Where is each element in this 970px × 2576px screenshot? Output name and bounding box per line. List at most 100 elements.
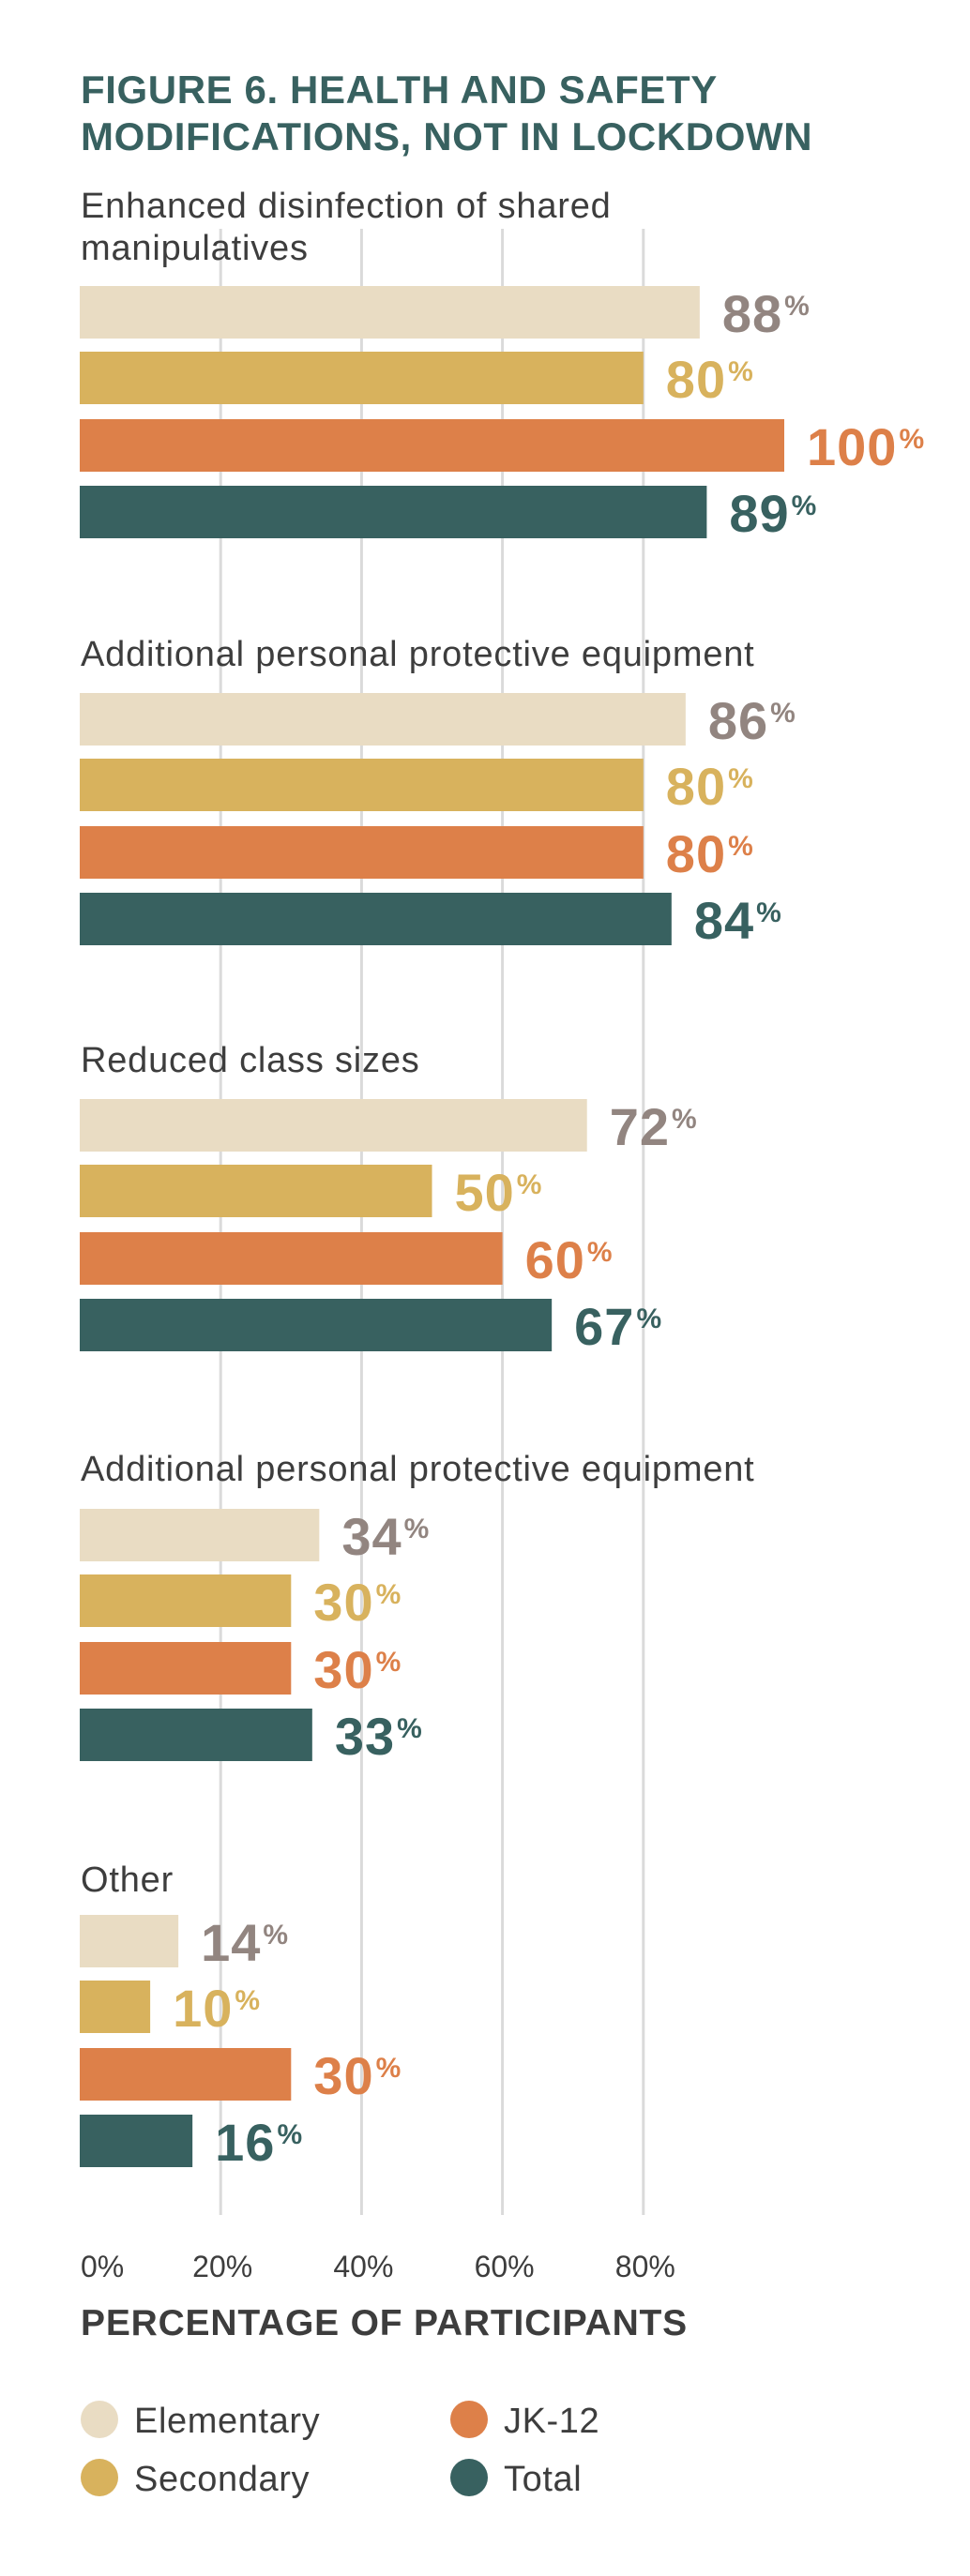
bar-elementary [80, 1509, 320, 1561]
data-label-value: 80 [666, 757, 726, 816]
data-label-percent-sign: % [728, 831, 753, 862]
bar-secondary [80, 759, 644, 811]
data-label-value: 16 [215, 2113, 275, 2172]
data-label-percent-sign: % [376, 2053, 402, 2084]
legend-label: Secondary [134, 2460, 310, 2499]
legend-label: Total [504, 2460, 582, 2499]
chart-title: FIGURE 6. HEALTH AND SAFETY MODIFICATION… [81, 68, 812, 158]
data-label-percent-sign: % [784, 291, 810, 322]
data-label: 14% [201, 1913, 288, 1972]
bar-elementary [80, 693, 686, 746]
data-label-percent-sign: % [899, 424, 924, 455]
bar-total [80, 1299, 553, 1351]
data-label: 10% [173, 1979, 260, 2038]
x-tick-label: 0% [81, 2250, 124, 2283]
data-label-percent-sign: % [728, 356, 753, 387]
bar-jk-12 [80, 1642, 292, 1695]
legend-item: JK-12 [450, 2401, 599, 2441]
chart-title-line-2: MODIFICATIONS, NOT IN LOCKDOWN [81, 114, 812, 158]
legend-swatch-icon [450, 2401, 488, 2438]
legend-swatch-icon [450, 2459, 488, 2496]
data-label-percent-sign: % [672, 1104, 697, 1135]
data-label: 88% [722, 284, 810, 343]
data-label: 80% [666, 824, 753, 883]
data-label: 72% [610, 1097, 697, 1156]
data-label-value: 80 [666, 350, 726, 409]
data-label-value: 10 [173, 1979, 233, 2038]
x-axis-ticks: 0% 20% 40% 60% 80% [81, 2250, 675, 2283]
category-label: Other [81, 1860, 174, 1900]
x-axis-title: PERCENTAGE OF PARTICIPANTS [81, 2303, 688, 2343]
data-label-percent-sign: % [517, 1169, 542, 1200]
data-label-value: 89 [729, 484, 789, 543]
bar-jk-12 [80, 826, 644, 879]
category-label: Enhanced disinfection of shared [81, 187, 612, 226]
data-label: 100% [807, 417, 924, 476]
category-group: Enhanced disinfection of sharedmanipulat… [80, 187, 924, 543]
data-label-value: 34 [341, 1507, 402, 1566]
gridlines [219, 229, 645, 2215]
bar-total [80, 486, 707, 538]
x-tick-label: 80% [615, 2250, 675, 2283]
legend-swatch-icon [81, 2459, 118, 2496]
category-label: Additional personal protective equipment [81, 635, 755, 674]
legend: Elementary Secondary JK-12 Total [81, 2401, 599, 2499]
data-label-value: 50 [455, 1163, 515, 1222]
bar-jk-12 [80, 1232, 503, 1285]
bar-total [80, 893, 672, 945]
data-label-percent-sign: % [756, 897, 781, 928]
bar-total [80, 1709, 312, 1761]
bar-elementary [80, 1099, 587, 1152]
data-label: 80% [666, 757, 753, 816]
bar-elementary [80, 1915, 179, 1967]
data-label-value: 33 [335, 1707, 395, 1766]
category-groups: Enhanced disinfection of sharedmanipulat… [80, 187, 924, 2172]
data-label-percent-sign: % [376, 1579, 402, 1610]
bar-total [80, 2115, 193, 2167]
data-label-percent-sign: % [792, 490, 817, 521]
bar-secondary [80, 352, 644, 404]
data-label: 30% [313, 1640, 401, 1699]
data-label-percent-sign: % [636, 1303, 661, 1334]
data-label-value: 88 [722, 284, 782, 343]
data-label-value: 60 [525, 1230, 585, 1289]
data-label-percent-sign: % [728, 763, 753, 794]
legend-label: JK-12 [504, 2402, 599, 2441]
data-label: 33% [335, 1707, 422, 1766]
data-label: 86% [708, 691, 796, 750]
data-label: 30% [313, 1573, 401, 1632]
data-label-value: 14 [201, 1913, 261, 1972]
data-label-percent-sign: % [263, 1920, 288, 1951]
legend-item: Total [450, 2459, 582, 2499]
data-label: 16% [215, 2113, 302, 2172]
chart-title-line-1: FIGURE 6. HEALTH AND SAFETY [81, 68, 718, 112]
bar-secondary [80, 1574, 292, 1627]
category-group: Additional personal protective equipment… [80, 635, 796, 950]
data-label: 89% [729, 484, 816, 543]
data-label-value: 84 [694, 891, 754, 950]
data-label: 50% [455, 1163, 542, 1222]
x-tick-label: 40% [333, 2250, 393, 2283]
data-label: 60% [525, 1230, 613, 1289]
data-label-value: 30 [313, 2046, 373, 2105]
data-label-percent-sign: % [235, 1985, 260, 2016]
data-label-percent-sign: % [404, 1514, 430, 1544]
category-label: Reduced class sizes [81, 1041, 420, 1080]
data-label-percent-sign: % [277, 2119, 302, 2150]
data-label-value: 72 [610, 1097, 670, 1156]
data-label-percent-sign: % [376, 1647, 402, 1678]
bar-secondary [80, 1981, 151, 2033]
data-label-percent-sign: % [770, 698, 796, 729]
data-label-value: 100 [807, 417, 897, 476]
bar-jk-12 [80, 2048, 292, 2101]
data-label-value: 86 [708, 691, 768, 750]
data-label: 84% [694, 891, 781, 950]
bar-jk-12 [80, 419, 784, 472]
data-label: 34% [341, 1507, 429, 1566]
legend-label: Elementary [134, 2402, 320, 2441]
data-label-percent-sign: % [397, 1713, 422, 1744]
data-label: 80% [666, 350, 753, 409]
bar-secondary [80, 1165, 432, 1217]
